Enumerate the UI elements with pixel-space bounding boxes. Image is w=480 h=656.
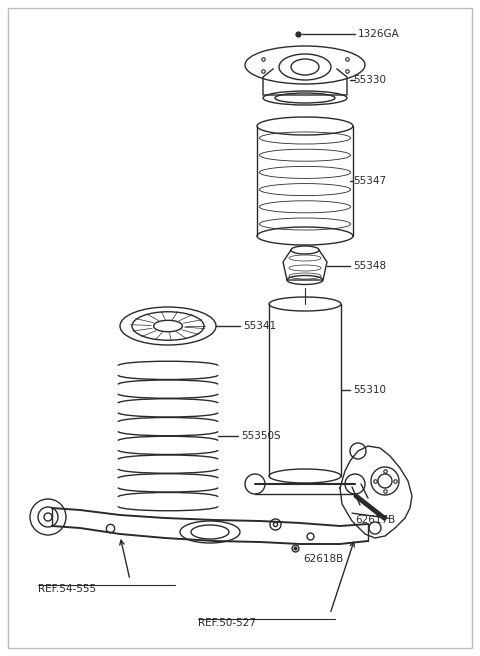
Text: 62617B: 62617B: [355, 515, 395, 525]
Text: REF.54-555: REF.54-555: [38, 584, 96, 594]
Text: REF.50-527: REF.50-527: [198, 618, 256, 628]
Text: 55350S: 55350S: [241, 431, 281, 441]
Text: 55348: 55348: [353, 261, 386, 271]
Text: 55347: 55347: [353, 176, 386, 186]
Text: 62618B: 62618B: [303, 554, 343, 564]
Text: 55310: 55310: [353, 385, 386, 395]
Text: 55330: 55330: [353, 75, 386, 85]
Text: 1326GA: 1326GA: [358, 29, 400, 39]
Text: 55341: 55341: [243, 321, 276, 331]
